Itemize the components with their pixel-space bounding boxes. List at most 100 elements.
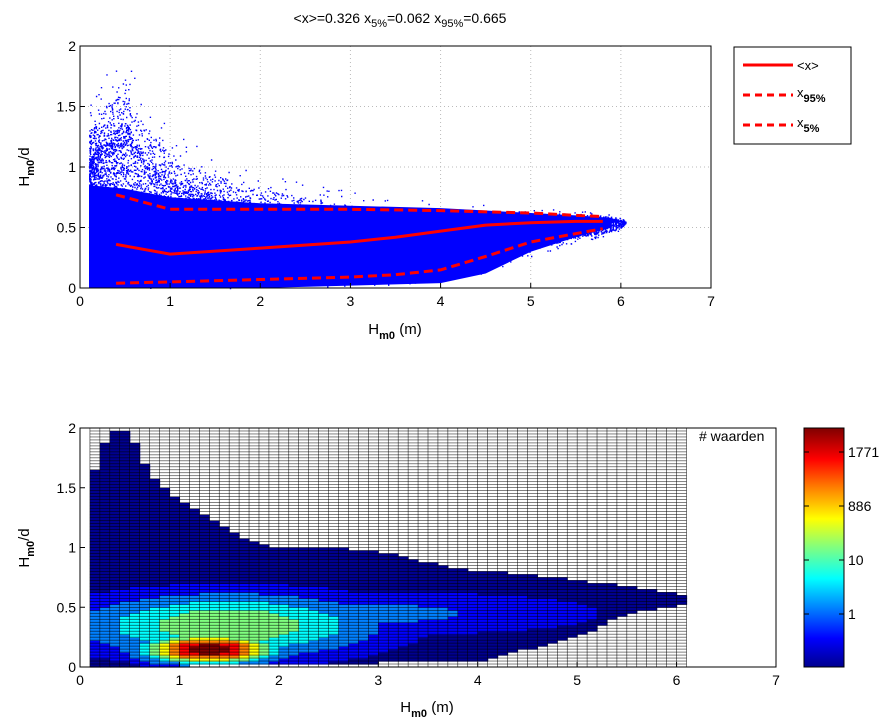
- heatmap-cell: [159, 643, 171, 647]
- heatmap-cell: [149, 517, 161, 522]
- heatmap-cell: [239, 604, 250, 608]
- heatmap-cell: [169, 517, 181, 522]
- heatmap-cell: [308, 586, 320, 590]
- heatmap-cell: [109, 484, 121, 489]
- heatmap-cell: [318, 589, 330, 593]
- heatmap-cell: [278, 658, 290, 662]
- heatmap-cell: [119, 526, 131, 531]
- heatmap-cell: [288, 661, 300, 665]
- heatmap-cell: [278, 604, 290, 608]
- heatmap-cell: [537, 637, 548, 641]
- heatmap-cell: [477, 595, 489, 599]
- heatmap-cell: [288, 565, 300, 570]
- heatmap-cell: [477, 643, 489, 647]
- heatmap-cell: [249, 553, 260, 558]
- heatmap-cell: [447, 577, 459, 581]
- heatmap-cell: [408, 589, 419, 593]
- heatmap-cell: [209, 562, 220, 567]
- heatmap-cell: [189, 550, 200, 555]
- heatmap-cell: [119, 658, 131, 662]
- heatmap-cell: [428, 601, 439, 605]
- heatmap-cell: [428, 652, 439, 656]
- heatmap-cell: [169, 616, 181, 620]
- heatmap-cell: [587, 592, 598, 596]
- heatmap-cell: [219, 574, 230, 578]
- heatmap-cell: [209, 568, 220, 572]
- heatmap-cell: [99, 496, 111, 501]
- heatmap-cell: [298, 607, 310, 611]
- heatmap-cell: [169, 529, 181, 534]
- heatmap-cell: [99, 457, 111, 462]
- heatmap-cell: [109, 487, 121, 492]
- heatmap-cell: [268, 547, 280, 552]
- heatmap-cell: [378, 598, 389, 602]
- heatmap-cell: [139, 547, 151, 552]
- heatmap-cell: [278, 565, 290, 570]
- heatmap-cell: [298, 625, 310, 629]
- heatmap-cell: [487, 595, 499, 599]
- heatmap-cell: [437, 652, 449, 656]
- heatmap-cell: [477, 580, 489, 584]
- heatmap-cell: [437, 580, 449, 584]
- heatmap-cell: [567, 604, 578, 608]
- heatmap-cell: [229, 550, 240, 555]
- heatmap-cell: [567, 634, 578, 638]
- heatmap-cell: [437, 583, 449, 587]
- heatmap-cell: [189, 631, 200, 635]
- heatmap-cell: [129, 481, 141, 486]
- heatmap-cell: [616, 604, 628, 608]
- heatmap-cell: [109, 640, 121, 644]
- heatmap-cell: [537, 631, 548, 635]
- heatmap-cell: [169, 544, 181, 549]
- heatmap-cell: [169, 508, 181, 513]
- heatmap-cell: [437, 589, 449, 593]
- heatmap-cell: [268, 637, 280, 641]
- heatmap-cell: [169, 565, 181, 570]
- heatmap-cell: [358, 604, 369, 608]
- heatmap-cell: [199, 589, 210, 593]
- heatmap-cell: [119, 640, 131, 644]
- heatmap-cell: [129, 547, 141, 552]
- title-x5-base: x: [364, 10, 371, 26]
- heatmap-cell: [318, 559, 330, 564]
- heatmap-cell: [149, 628, 161, 632]
- heatmap-cell: [209, 643, 220, 647]
- heatmap-cell: [557, 610, 568, 614]
- heatmap-cell: [428, 619, 439, 623]
- heatmap-cell: [368, 568, 379, 572]
- heatmap-cell: [388, 649, 399, 653]
- heatmap-cell: [318, 583, 330, 587]
- heatmap-cell: [507, 643, 519, 647]
- heatmap-cell: [249, 634, 260, 638]
- heatmap-cell: [89, 643, 101, 647]
- heatmap-cell: [567, 613, 578, 617]
- heatmap-cell: [437, 646, 449, 650]
- heatmap-cell: [437, 592, 449, 596]
- legend-x5-label: x5%: [797, 115, 820, 135]
- heatmap-cell: [497, 649, 509, 653]
- heatmap-cell: [139, 475, 151, 480]
- heatmap-cell: [169, 595, 181, 599]
- heatmap-cell: [179, 601, 190, 605]
- heatmap-cell: [288, 550, 300, 555]
- heatmap-cell: [209, 628, 220, 632]
- heatmap-cell: [139, 589, 151, 593]
- heatmap-cell: [189, 514, 200, 519]
- heatmap-cell: [328, 634, 340, 638]
- heatmap-cell: [119, 583, 131, 587]
- heatmap-cell: [447, 601, 459, 605]
- heatmap-cell: [129, 577, 141, 581]
- heatmap-cell: [348, 553, 359, 558]
- heatmap-cell: [109, 562, 121, 567]
- heatmap-cell: [109, 598, 121, 602]
- heatmap-cell: [408, 643, 419, 647]
- heatmap-cell: [388, 580, 399, 584]
- heatmap-cell: [119, 487, 131, 492]
- heatmap-cell: [447, 580, 459, 584]
- heatmap-cell: [99, 544, 111, 549]
- heatmap-cell: [159, 598, 171, 602]
- heatmap-cell: [328, 547, 340, 552]
- heatmap-cell: [666, 598, 678, 602]
- heatmap-cell: [557, 622, 568, 626]
- heatmap-cell: [358, 583, 369, 587]
